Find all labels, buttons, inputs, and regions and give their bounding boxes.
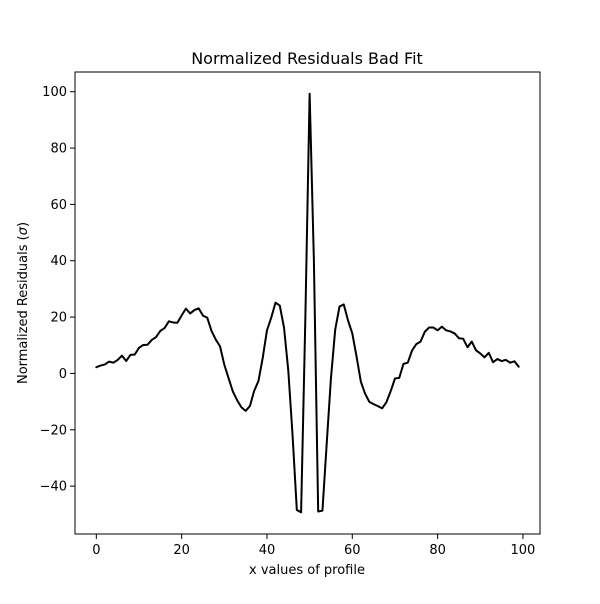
y-tick-label: 80 <box>50 142 67 157</box>
y-tick-label: 0 <box>59 367 67 382</box>
y-tick-label: −20 <box>40 423 67 438</box>
y-axis-label: Normalized Residuals (σ) <box>16 222 31 384</box>
y-tick-label: 20 <box>50 311 67 326</box>
series-line-0 <box>95 92 520 514</box>
y-axis-label-suffix: ) <box>16 222 31 227</box>
y-axis-label-prefix: Normalized Residuals ( <box>16 235 31 384</box>
y-axis-label-symbol: σ <box>16 226 31 235</box>
x-axis-label: x values of profile <box>249 563 365 578</box>
y-tick-label: −40 <box>40 480 67 495</box>
x-tick-label: 40 <box>259 543 276 558</box>
x-tick-label: 80 <box>429 543 446 558</box>
y-tick-label: 40 <box>50 254 67 269</box>
x-tick-label: 60 <box>344 543 361 558</box>
x-tick-label: 20 <box>173 543 190 558</box>
x-tick-label: 0 <box>92 543 100 558</box>
plot-area: 0 20 40 60 80 100 −40 −20 0 20 40 60 80 100 <box>40 71 541 558</box>
x-tick-label: 100 <box>511 543 536 558</box>
plot-frame <box>74 71 541 535</box>
y-tick-label: 100 <box>42 85 67 100</box>
chart-title: Normalized Residuals Bad Fit <box>191 49 423 68</box>
y-tick-label: 60 <box>50 198 67 213</box>
